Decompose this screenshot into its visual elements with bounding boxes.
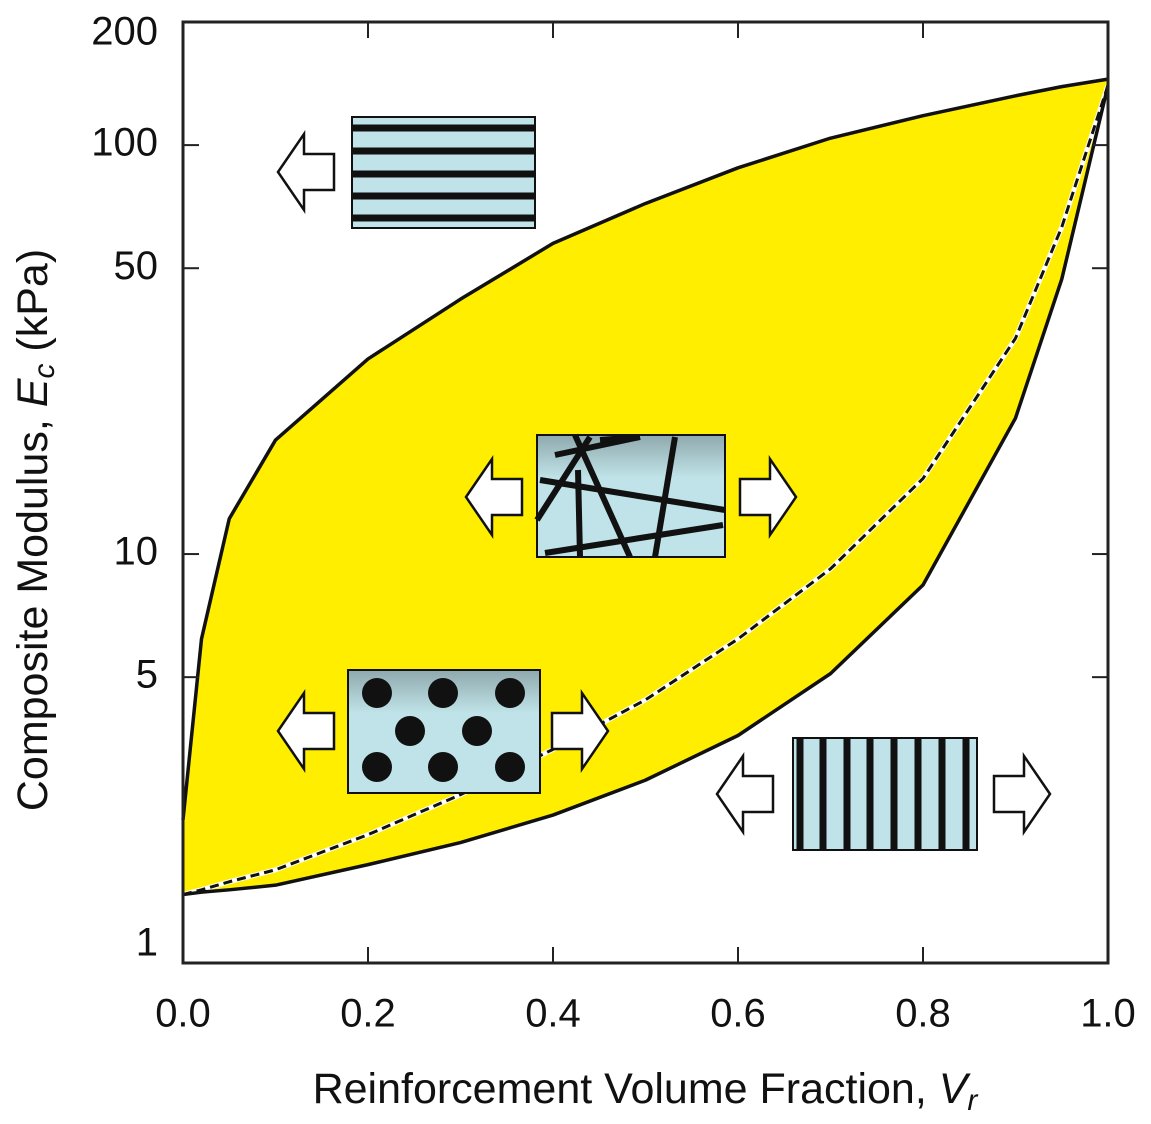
- y-label-unit: (kPa): [9, 249, 57, 364]
- series-line: [182, 84, 1110, 897]
- x-tick-label: 0.6: [710, 992, 766, 1036]
- longitudinal-schematic: [276, 116, 536, 229]
- x-label-subscript: r: [967, 1084, 978, 1117]
- x-tick-label: 0.4: [525, 992, 581, 1036]
- y-tick-label: 1: [136, 921, 158, 965]
- y-tick-label: 10: [114, 530, 159, 574]
- random-fiber-schematic: [464, 433, 798, 559]
- y-tick-label: 100: [91, 121, 158, 165]
- y-label-symbol: E: [9, 377, 57, 407]
- plot-frame: [181, 20, 1110, 965]
- x-axis-label: Reinforcement Volume Fraction, Vr: [313, 1065, 979, 1117]
- y-label-subscript: c: [28, 364, 61, 379]
- y-tick-label: 5: [136, 653, 158, 697]
- series-line: [181, 77, 1109, 820]
- y-label-text: Composite Modulus,: [9, 407, 57, 811]
- transverse-schematic: [715, 737, 1052, 851]
- x-tick-label: 0.8: [895, 992, 951, 1036]
- x-tick-label: 1.0: [1080, 992, 1136, 1036]
- insets: [276, 116, 1052, 851]
- x-label-symbol: V: [939, 1065, 972, 1113]
- particle-schematic: [276, 669, 610, 794]
- y-tick-label: 200: [91, 10, 158, 54]
- y-axis-label: Composite Modulus, Ec (kPa): [9, 249, 61, 811]
- x-tick-label: 0.2: [340, 992, 396, 1036]
- x-tick-label: 0.0: [155, 992, 211, 1036]
- y-tick-label: 50: [114, 244, 159, 288]
- x-label-text: Reinforcement Volume Fraction,: [313, 1065, 939, 1113]
